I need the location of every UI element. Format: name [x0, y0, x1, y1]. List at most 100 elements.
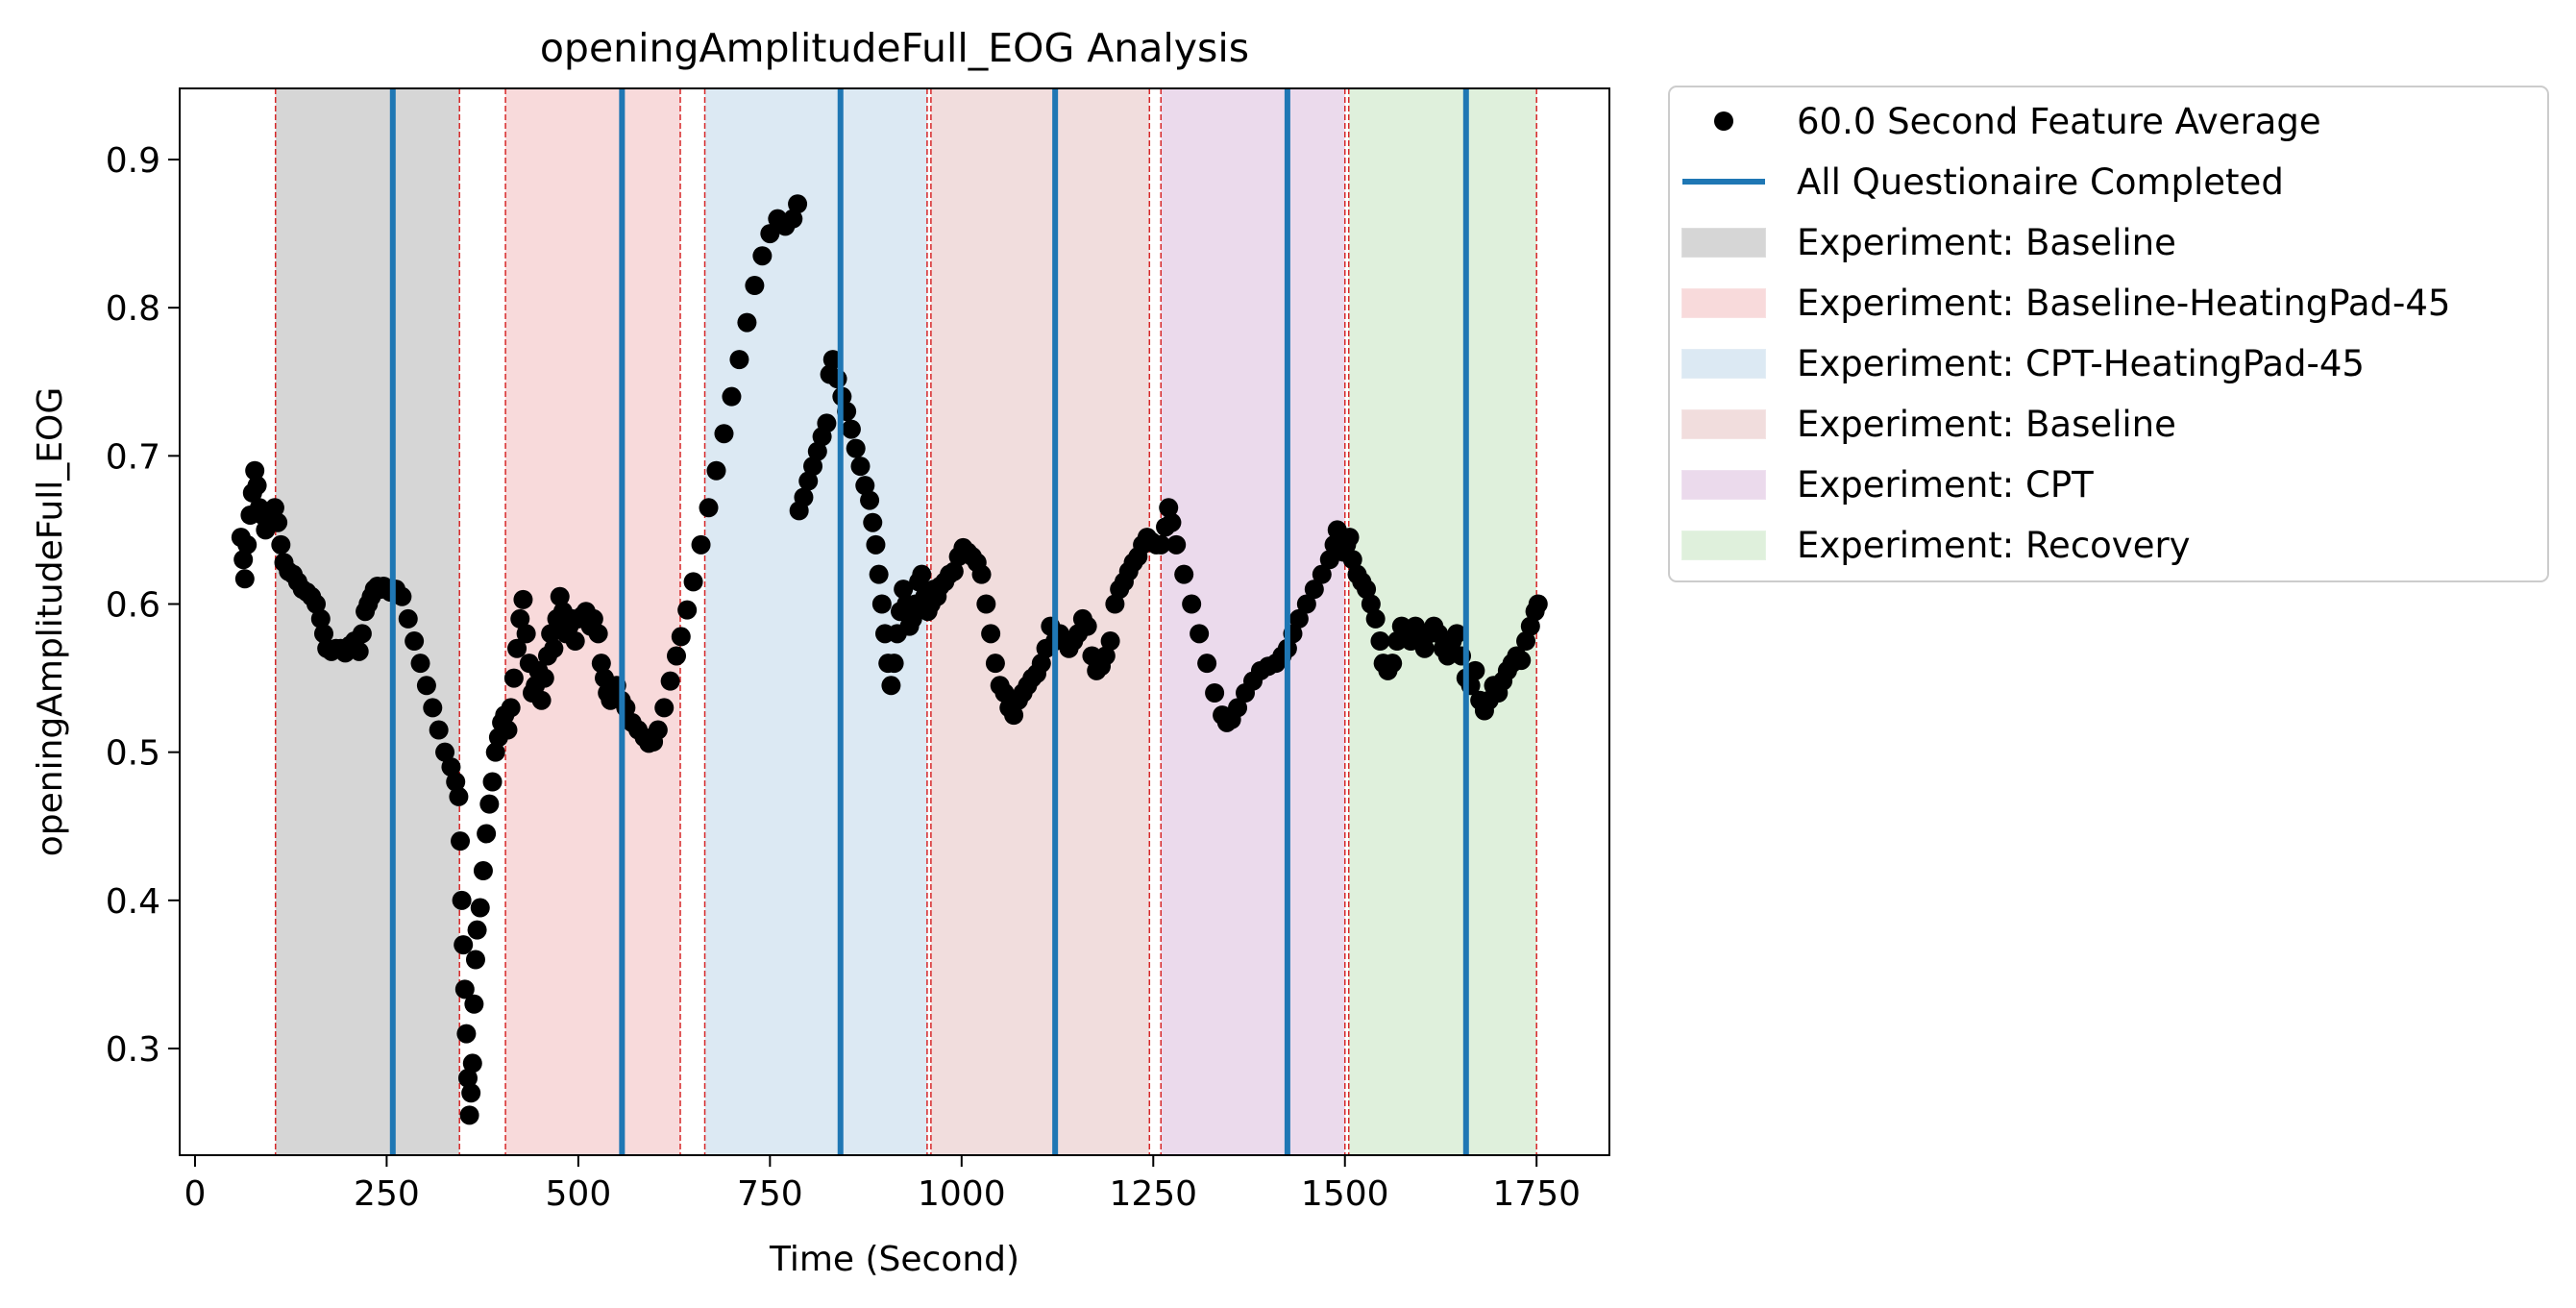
x-tick-label-1: 250: [354, 1174, 420, 1214]
data-point-217: [1105, 594, 1125, 614]
data-point-92: [544, 638, 564, 658]
experiment-spans: [275, 88, 1537, 1155]
data-point-195: [1004, 705, 1024, 726]
experiment-span-2: [704, 88, 927, 1155]
data-point-170: [902, 608, 922, 629]
legend-marker-icon: [1714, 111, 1733, 131]
y-tick-label-4: 0.7: [106, 437, 160, 477]
y-tick-label-1: 0.4: [106, 882, 160, 922]
questionnaire-lines: [389, 88, 1469, 1155]
data-point-163: [881, 676, 901, 696]
data-point-70: [477, 824, 497, 844]
data-point-122: [667, 646, 687, 666]
data-point-23: [307, 594, 327, 614]
data-point-120: [654, 698, 675, 718]
data-point-158: [866, 534, 886, 555]
data-point-164: [884, 654, 904, 674]
data-point-299: [1520, 616, 1540, 636]
data-point-82: [513, 589, 533, 609]
legend-patch-icon-4: [1681, 349, 1766, 379]
legend-label-0: 60.0 Second Feature Average: [1797, 101, 2321, 142]
data-point-34: [352, 624, 372, 644]
data-point-72: [482, 772, 503, 792]
data-point-133: [745, 276, 765, 296]
legend-patch-icon-3: [1681, 288, 1766, 318]
data-point-51: [429, 720, 449, 740]
x-tick-label-3: 750: [737, 1174, 803, 1214]
data-point-13: [264, 498, 284, 518]
data-point-252: [1312, 564, 1332, 584]
data-point-190: [981, 624, 1001, 644]
experiment-span-4: [1161, 88, 1345, 1155]
data-point-48: [410, 654, 430, 674]
data-point-250: [1296, 594, 1316, 614]
data-point-53: [441, 757, 461, 777]
data-point-231: [1166, 534, 1187, 555]
data-point-81: [510, 608, 530, 629]
data-point-173: [912, 564, 932, 584]
data-point-227: [1151, 534, 1171, 555]
data-point-234: [1190, 624, 1210, 644]
data-point-265: [1365, 608, 1386, 629]
data-point-281: [1437, 646, 1458, 666]
data-point-141: [794, 487, 814, 507]
data-point-191: [985, 654, 1005, 674]
data-point-188: [971, 564, 992, 584]
data-point-58: [454, 935, 474, 955]
legend-label-1: All Questionaire Completed: [1797, 161, 2284, 203]
data-point-123: [671, 627, 691, 647]
x-tick-label-5: 1250: [1109, 1174, 1197, 1214]
data-point-236: [1205, 683, 1225, 703]
x-axis-label: Time (Second): [769, 1240, 1019, 1279]
data-point-80: [507, 638, 527, 658]
data-point-45: [392, 586, 412, 606]
legend-label-5: Experiment: Baseline: [1797, 404, 2176, 445]
data-point-211: [1077, 616, 1097, 636]
data-point-60: [456, 1024, 477, 1044]
legend-patch-icon-2: [1681, 228, 1766, 258]
x-tick-label-6: 1500: [1301, 1174, 1389, 1214]
data-point-142: [798, 471, 819, 491]
data-point-14: [268, 512, 288, 532]
plot-frame: [179, 87, 1610, 1156]
data-point-46: [398, 608, 418, 629]
data-point-79: [503, 668, 524, 688]
feature-points: [231, 194, 1548, 1125]
data-point-56: [451, 831, 471, 851]
data-point-149: [827, 369, 847, 389]
y-tick-label-0: 0.3: [106, 1030, 160, 1070]
data-point-189: [976, 594, 996, 614]
data-point-59: [454, 979, 475, 1000]
data-point-232: [1174, 564, 1194, 584]
data-point-130: [722, 386, 742, 407]
data-point-127: [699, 498, 719, 518]
data-point-276: [1414, 638, 1435, 658]
legend-label-2: Experiment: Baseline: [1797, 222, 2176, 263]
x-tick-label-4: 1000: [918, 1174, 1006, 1214]
y-tick-label-5: 0.8: [106, 289, 160, 329]
data-point-50: [423, 698, 443, 718]
data-point-135: [760, 224, 780, 244]
x-tick-label-0: 0: [184, 1174, 207, 1214]
data-point-233: [1182, 594, 1202, 614]
data-point-240: [1228, 698, 1248, 718]
data-point-125: [683, 572, 703, 592]
data-point-216: [1100, 631, 1120, 652]
data-point-215: [1095, 646, 1116, 666]
data-point-269: [1383, 654, 1403, 674]
data-point-146: [817, 413, 837, 433]
data-point-263: [1357, 580, 1377, 600]
y-tick-label-3: 0.6: [106, 586, 160, 626]
data-point-157: [863, 512, 883, 532]
data-point-266: [1370, 631, 1390, 652]
data-point-132: [737, 312, 757, 333]
data-point-77: [498, 720, 518, 740]
data-point-287: [1465, 660, 1485, 680]
data-point-126: [691, 534, 711, 555]
data-point-24: [310, 608, 331, 629]
legend-patch-icon-5: [1681, 409, 1766, 439]
data-point-167: [894, 580, 914, 600]
data-point-235: [1197, 654, 1217, 674]
legend-patch-icon-6: [1681, 470, 1766, 500]
